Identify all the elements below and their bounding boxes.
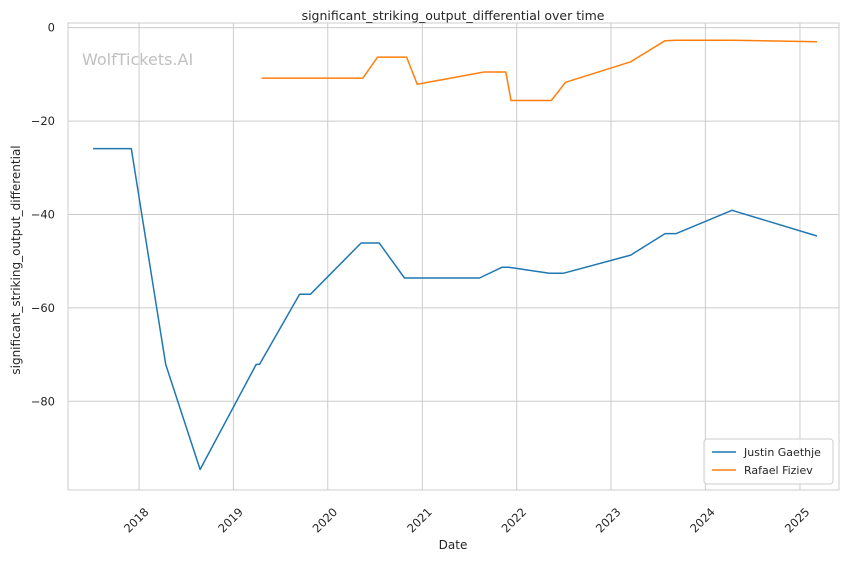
series-line-0 [93, 147, 818, 471]
series-line-1 [261, 39, 818, 102]
legend-box [703, 438, 834, 485]
y-tick-label: −60 [31, 301, 55, 315]
plot-area [67, 22, 840, 491]
legend: Justin Gaethje Rafael Fiziev [703, 438, 834, 485]
grid [68, 23, 839, 490]
legend-label: Justin Gaethje [743, 446, 821, 459]
x-tick-label: 2025 [782, 505, 813, 536]
x-tick-label: 2023 [593, 505, 624, 536]
y-tick-label: −80 [31, 394, 55, 408]
legend-label: Rafael Fiziev [744, 464, 813, 477]
x-tick-label: 2021 [404, 505, 435, 536]
watermark: WolfTickets.AI [82, 50, 193, 69]
x-tick-label: 2018 [121, 505, 152, 536]
x-axis-ticks: 2018 2019 2020 2021 2022 2023 2024 2025 [121, 505, 812, 536]
x-axis-label: Date [439, 538, 468, 552]
x-tick-label: 2020 [310, 505, 341, 536]
y-tick-label: −40 [31, 207, 55, 221]
x-tick-label: 2019 [215, 505, 246, 536]
chart-title: significant_striking_output_differential… [302, 8, 605, 23]
y-tick-label: −20 [31, 114, 55, 128]
y-axis-ticks: 0 −20 −40 −60 −80 [31, 21, 55, 409]
y-tick-label: 0 [48, 21, 55, 35]
y-axis-label: significant_striking_output_differential [9, 145, 23, 374]
x-tick-label: 2022 [499, 505, 530, 536]
series-layer [93, 39, 818, 471]
x-tick-label: 2024 [687, 505, 718, 536]
